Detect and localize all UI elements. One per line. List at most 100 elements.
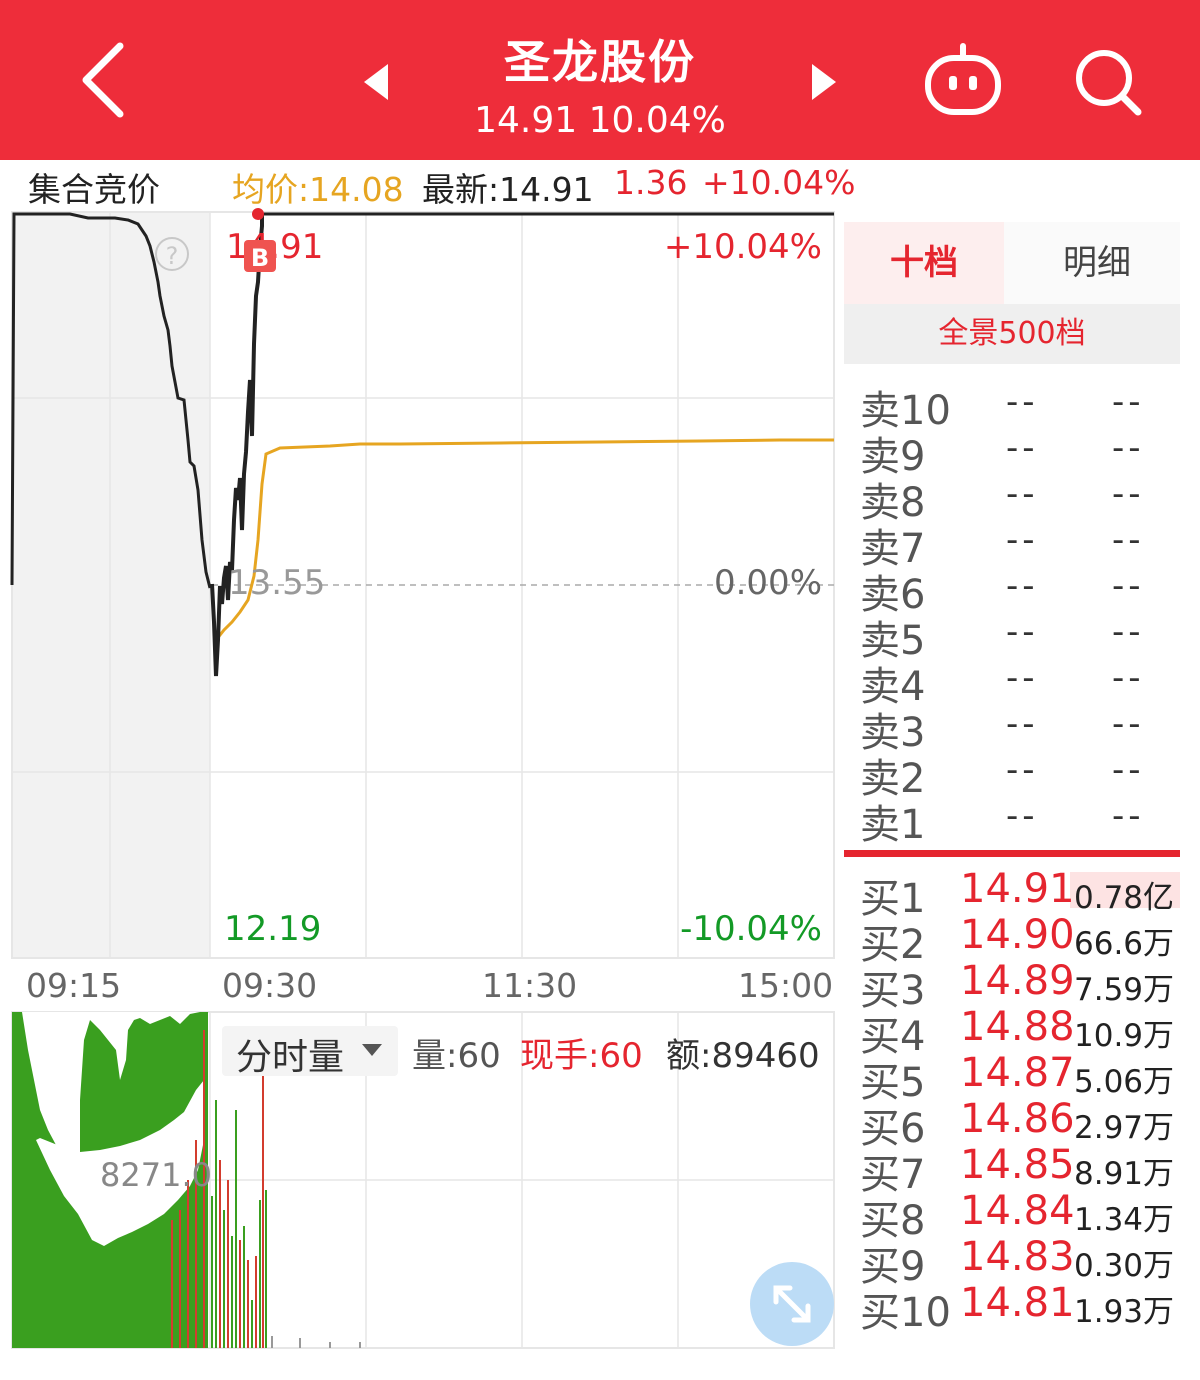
bid-price: 14.84	[960, 1188, 1075, 1234]
bid-price: 14.91	[960, 866, 1075, 912]
session-volume-bars	[211, 1060, 361, 1348]
mid-price-label: 13.55	[228, 563, 325, 603]
ask-row: 卖10 -- --	[838, 382, 1188, 434]
auction-mode-label: 集合竞价	[28, 170, 160, 209]
bid-label: 买10	[860, 1290, 951, 1336]
bid-label: 买1	[860, 876, 926, 922]
ask-label: 卖5	[860, 618, 926, 664]
ask-volume: --	[1112, 658, 1145, 698]
ask-volume: --	[1112, 428, 1145, 468]
bid-label: 买2	[860, 922, 926, 968]
bid-label: 买7	[860, 1152, 926, 1198]
auction-volume-bars	[171, 1030, 205, 1348]
header-bar: 圣龙股份 14.91 10.04%	[0, 0, 1200, 160]
time-tick-0915: 09:15	[26, 966, 122, 1005]
ask-label: 卖1	[860, 802, 926, 848]
bid-price: 14.90	[960, 912, 1075, 958]
volume-peak-label: 8271.0	[100, 1156, 212, 1194]
bid-price: 14.83	[960, 1234, 1075, 1280]
tab-ten-levels[interactable]: 十档	[844, 222, 1004, 304]
ask-label: 卖3	[860, 710, 926, 756]
stock-name: 圣龙股份	[504, 35, 696, 89]
ask-label: 卖10	[860, 388, 951, 434]
avg-price: 均价:14.08	[232, 170, 404, 209]
help-icon[interactable]: ?	[155, 237, 189, 271]
price-change: 1.36	[614, 163, 688, 202]
bid-row: 买9 14.83 0.30万	[838, 1234, 1188, 1290]
time-tick-1130: 11:30	[482, 966, 578, 1005]
ask-row: 卖1 -- --	[838, 796, 1188, 848]
ask-volume: --	[1112, 704, 1145, 744]
ask-price: --	[1006, 796, 1039, 836]
bid-label: 买5	[860, 1060, 926, 1106]
back-arrow-icon[interactable]	[78, 40, 128, 120]
ask-label: 卖8	[860, 480, 926, 526]
bid-row: 买1 14.91 0.78亿	[838, 866, 1188, 922]
ask-row: 卖4 -- --	[838, 658, 1188, 710]
ask-row: 卖6 -- --	[838, 566, 1188, 618]
high-marker	[252, 208, 264, 220]
time-axis: 09:15 09:30 11:30 15:00	[0, 966, 838, 1010]
bid-label: 买6	[860, 1106, 926, 1152]
ask-row: 卖8 -- --	[838, 474, 1188, 526]
bid-volume: 1.34万	[1074, 1202, 1175, 1238]
ask-price: --	[1006, 382, 1039, 422]
bid-label: 买4	[860, 1014, 926, 1060]
next-stock-icon[interactable]	[808, 62, 838, 102]
tab-details[interactable]: 明细	[1063, 243, 1131, 283]
bid-row: 买2 14.90 66.6万	[838, 912, 1188, 968]
svg-text:?: ?	[166, 242, 179, 270]
avg-price-line	[214, 438, 834, 641]
bid-volume: 1.93万	[1074, 1294, 1175, 1330]
bid-row: 买5 14.87 5.06万	[838, 1050, 1188, 1106]
volume-chart[interactable]: 8271.0	[0, 1008, 838, 1352]
high-pct-label: +10.04%	[664, 227, 822, 267]
buy-signal-badge[interactable]: B	[244, 240, 276, 272]
bid-row: 买6 14.86 2.97万	[838, 1096, 1188, 1152]
bid-row: 买10 14.81 1.93万	[838, 1280, 1188, 1336]
last-price-line	[210, 214, 264, 677]
bid-label: 买8	[860, 1198, 926, 1244]
time-tick-1500: 15:00	[738, 966, 834, 1005]
ask-volume: --	[1112, 750, 1145, 790]
dropdown-caret-icon	[362, 1044, 382, 1056]
bid-volume: 5.06万	[1074, 1064, 1175, 1100]
bid-row: 买3 14.89 7.59万	[838, 958, 1188, 1014]
ask-volume: --	[1112, 474, 1145, 514]
volume-selector[interactable]: 分时量	[222, 1026, 398, 1078]
intraday-price-chart[interactable]: ? 14.91 B +10.04% 13.55 0.00% 12.19 -10.…	[0, 205, 838, 1015]
current-hand-value: 现手:60	[520, 1036, 643, 1076]
price-change-pct: +10.04%	[702, 163, 856, 202]
order-book-tabs: 十档 明细	[844, 222, 1180, 304]
bid1-volume-highlight	[1070, 872, 1180, 908]
ask-price: --	[1006, 520, 1039, 560]
bid-price: 14.85	[960, 1142, 1075, 1188]
ask-row: 卖5 -- --	[838, 612, 1188, 664]
quote-info-bar: 集合竞价 均价:14.08 最新:14.91 1.36 +10.04%	[0, 163, 855, 209]
ask-volume: --	[1112, 612, 1145, 652]
bid-volume: 2.97万	[1074, 1110, 1175, 1146]
expand-icon	[773, 1285, 811, 1323]
low-price-label: 12.19	[224, 909, 321, 949]
full-depth-button[interactable]: 全景500档	[844, 304, 1180, 364]
ask-volume: --	[1112, 566, 1145, 606]
order-book-panel: 十档 明细 全景500档 卖10 -- -- 卖9 -- -- 卖8 -- -- 卖7 -- -…	[838, 210, 1188, 1350]
prev-stock-icon[interactable]	[362, 62, 392, 102]
robot-assistant-icon[interactable]	[922, 42, 1004, 118]
expand-button[interactable]	[750, 1262, 834, 1346]
time-tick-0930: 09:30	[222, 966, 318, 1005]
amount-value: 额:89460	[666, 1036, 820, 1076]
bid-price: 14.86	[960, 1096, 1075, 1142]
bid-row: 买7 14.85 8.91万	[838, 1142, 1188, 1198]
ask-price: --	[1006, 474, 1039, 514]
bid-volume: 66.6万	[1074, 926, 1175, 962]
ask-label: 卖6	[860, 572, 926, 618]
bid-row: 买4 14.88 10.9万	[838, 1004, 1188, 1060]
ask-price: --	[1006, 566, 1039, 606]
bid-volume: 0.78亿	[1074, 880, 1175, 916]
ask-price: --	[1006, 612, 1039, 652]
ask-label: 卖4	[860, 664, 926, 710]
svg-text:B: B	[251, 244, 269, 272]
search-icon[interactable]	[1074, 48, 1144, 118]
ask-price: --	[1006, 704, 1039, 744]
